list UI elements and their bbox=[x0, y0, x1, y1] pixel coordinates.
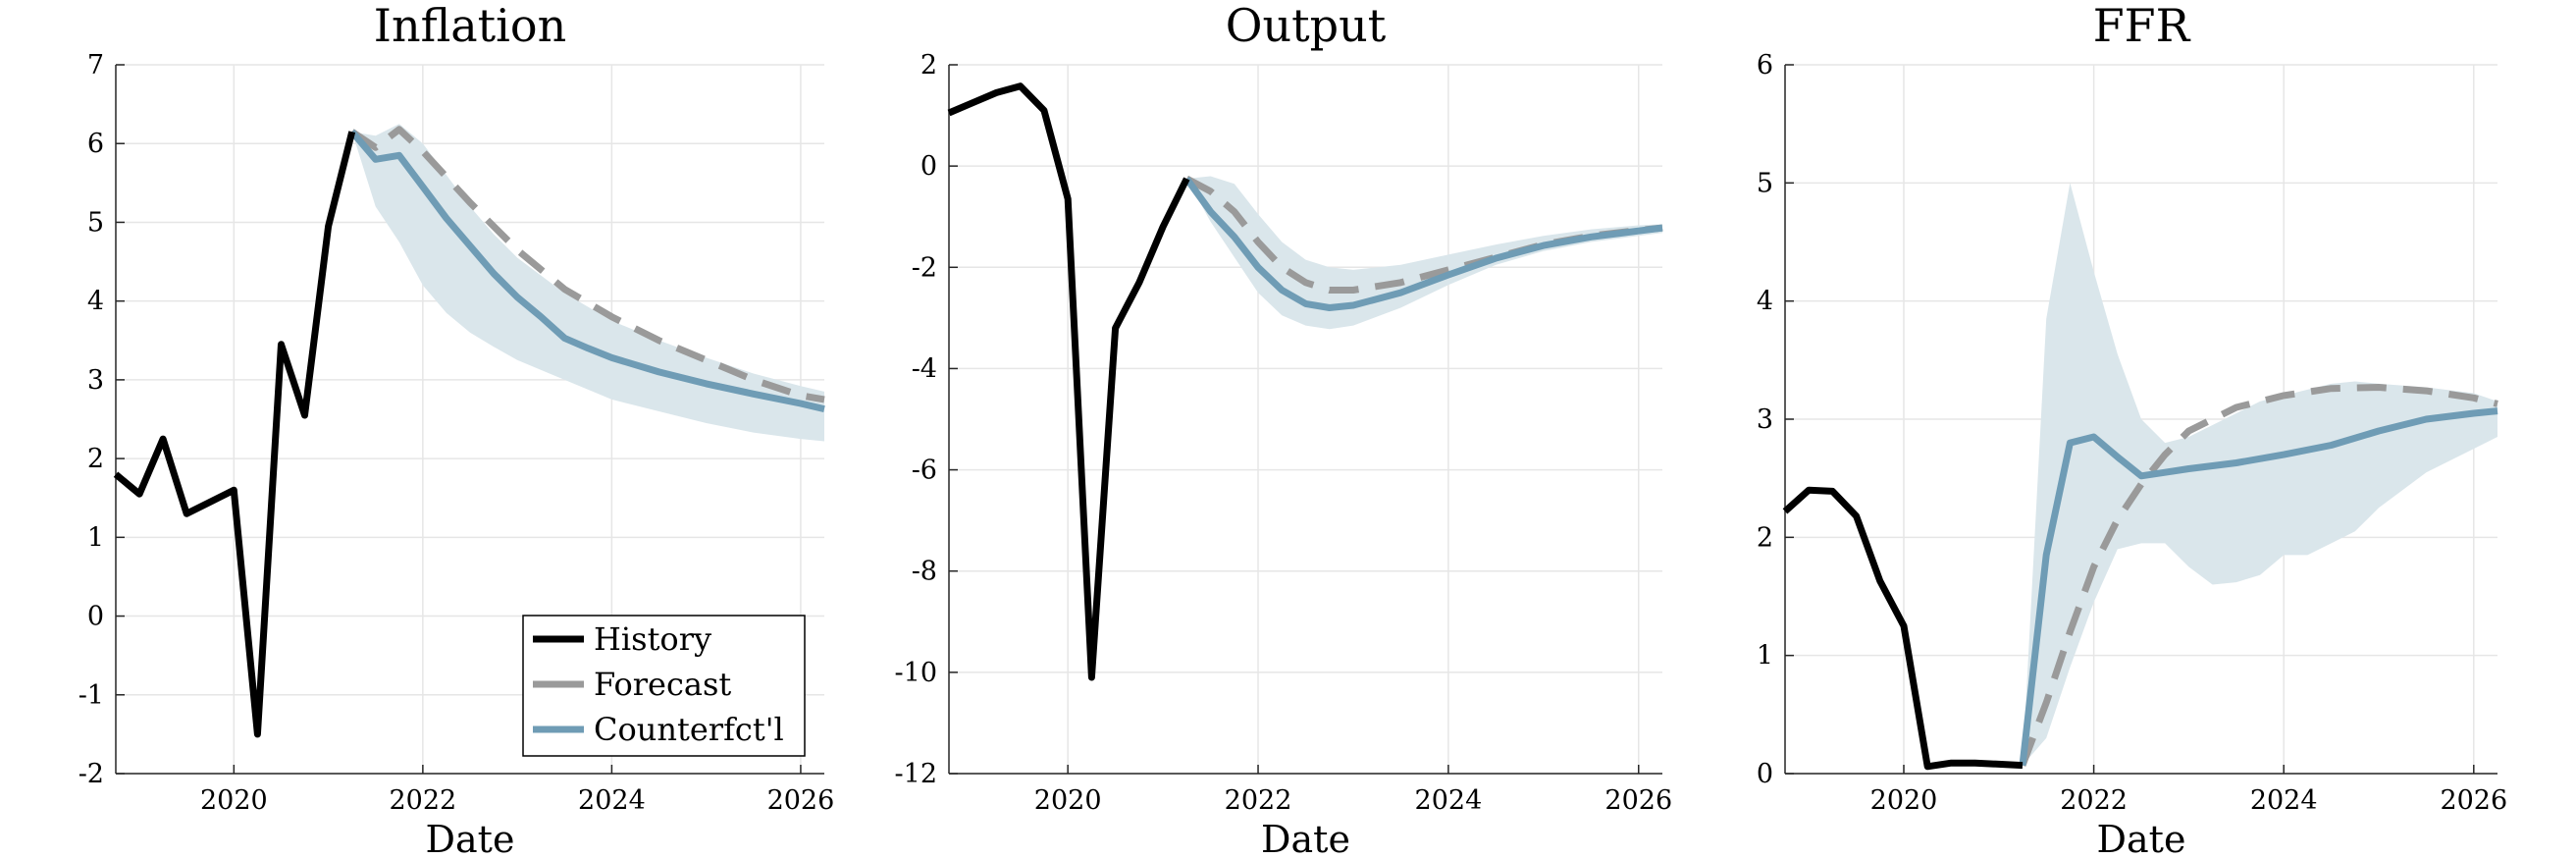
x-tick-label: 2020 bbox=[1870, 785, 1938, 816]
y-tick-label: 2 bbox=[920, 50, 937, 81]
y-tick-label: 5 bbox=[1757, 168, 1773, 198]
y-tick-label: 0 bbox=[920, 151, 937, 182]
x-tick-label: 2022 bbox=[2060, 785, 2128, 816]
x-axis-label: Date bbox=[426, 818, 515, 859]
y-tick-label: -2 bbox=[79, 759, 104, 789]
uncertainty-band bbox=[1186, 176, 1662, 330]
x-tick-label: 2024 bbox=[578, 785, 646, 816]
ffr-panel: FFR Date 0 1 2 3 4 5 6 2020 2022 2024 2026 bbox=[1757, 0, 2507, 859]
legend-item-counterfactual: Counterfct'l bbox=[533, 711, 784, 748]
y-tick-label: -12 bbox=[895, 759, 937, 789]
x-tick-label: 2026 bbox=[2440, 785, 2507, 816]
y-tick-label: 0 bbox=[1757, 759, 1773, 789]
y-tick-label: 2 bbox=[87, 444, 104, 474]
output-panel: Output Date -12 -10 -8 -6 -4 -2 0 2 2020 2022 2024… bbox=[895, 0, 1673, 859]
y-tick-label: 6 bbox=[1757, 50, 1773, 81]
legend-item-history: History bbox=[533, 620, 711, 658]
legend-label: History bbox=[594, 620, 711, 658]
y-tick-label: 6 bbox=[87, 129, 104, 159]
x-tick-label: 2024 bbox=[2250, 785, 2318, 816]
series-line-forecast bbox=[349, 126, 825, 403]
y-tick-label: 3 bbox=[1757, 404, 1773, 435]
y-tick-label: -2 bbox=[912, 252, 937, 283]
y-tick-label: 4 bbox=[87, 287, 104, 317]
y-tick-label: -1 bbox=[79, 680, 104, 711]
y-tick-label: 7 bbox=[87, 50, 104, 81]
uncertainty-band bbox=[351, 124, 824, 442]
series-line-counterfactual bbox=[2019, 407, 2498, 766]
y-tick-label: 5 bbox=[87, 207, 104, 238]
series-line-counterfactual bbox=[1183, 176, 1663, 311]
series-line-forecast bbox=[2019, 384, 2498, 767]
y-tick-label: 0 bbox=[87, 602, 104, 632]
x-tick-label: 2022 bbox=[1225, 785, 1292, 816]
series-line-history bbox=[947, 82, 1190, 681]
x-tick-label: 2020 bbox=[200, 785, 268, 816]
legend-label: Forecast bbox=[594, 666, 731, 703]
series-line-history bbox=[113, 131, 356, 738]
panel-title: Output bbox=[1226, 0, 1387, 52]
x-tick-label: 2022 bbox=[390, 785, 457, 816]
y-tick-label: -10 bbox=[895, 658, 937, 688]
y-tick-label: 1 bbox=[1757, 641, 1773, 671]
x-tick-label: 2020 bbox=[1034, 785, 1102, 816]
y-tick-label: -4 bbox=[912, 353, 937, 384]
y-tick-label: 4 bbox=[1757, 287, 1773, 317]
x-tick-label: 2026 bbox=[767, 785, 835, 816]
grid bbox=[949, 64, 1662, 775]
legend: History Forecast Counterfct'l bbox=[522, 615, 806, 757]
legend-label: Counterfct'l bbox=[594, 711, 784, 748]
inflation-panel: Inflation Date -2 -1 0 1 2 3 4 5 6 7 2020 2022 2024 2… bbox=[79, 0, 835, 859]
legend-item-forecast: Forecast bbox=[533, 666, 731, 703]
x-tick-label: 2024 bbox=[1415, 785, 1483, 816]
x-tick-label: 2026 bbox=[1604, 785, 1672, 816]
x-axis-label: Date bbox=[1261, 818, 1350, 859]
x-axis-label: Date bbox=[2097, 818, 2186, 859]
panel-title: Inflation bbox=[374, 0, 566, 52]
uncertainty-band bbox=[2023, 183, 2497, 766]
y-tick-label: -8 bbox=[912, 557, 937, 587]
series-line-counterfactual bbox=[349, 129, 825, 413]
series-line-history bbox=[1782, 486, 2024, 771]
y-tick-label: 2 bbox=[1757, 522, 1773, 553]
panel-title: FFR bbox=[2093, 0, 2191, 52]
y-tick-label: 1 bbox=[87, 522, 104, 553]
y-tick-label: 3 bbox=[87, 365, 104, 396]
y-tick-label: -6 bbox=[912, 456, 937, 486]
